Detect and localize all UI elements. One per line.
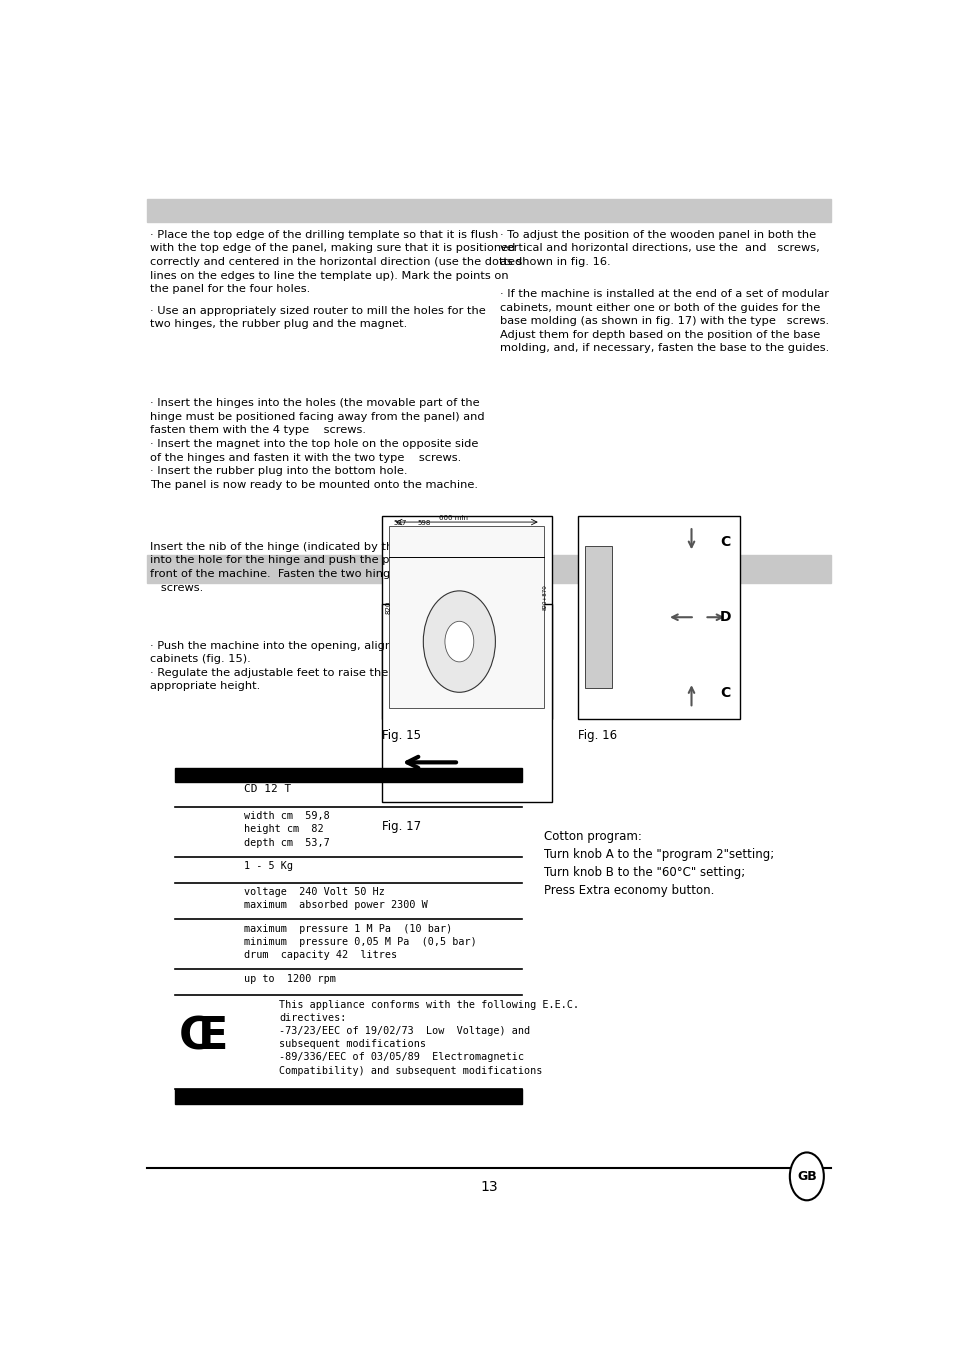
Circle shape xyxy=(423,590,495,692)
Text: This appliance conforms with the following E.E.C.
directives:
-73/23/EEC of 19/0: This appliance conforms with the followi… xyxy=(278,1000,578,1075)
Text: Fig. 16: Fig. 16 xyxy=(577,730,617,742)
Text: 13: 13 xyxy=(479,1179,497,1193)
Text: 820+870: 820+870 xyxy=(542,584,547,609)
Text: maximum  pressure 1 M Pa  (10 bar)
minimum  pressure 0,05 M Pa  (0,5 bar)
drum  : maximum pressure 1 M Pa (10 bar) minimum… xyxy=(244,924,476,961)
Text: CD 12 T: CD 12 T xyxy=(244,784,292,794)
Text: up to  1200 rpm: up to 1200 rpm xyxy=(244,974,335,984)
Text: · Place the top edge of the drilling template so that it is flush
with the top e: · Place the top edge of the drilling tem… xyxy=(151,230,522,295)
Text: 598: 598 xyxy=(417,520,431,526)
Text: D: D xyxy=(719,611,731,624)
Bar xyxy=(389,526,544,708)
Circle shape xyxy=(789,1152,823,1200)
Text: · Insert the hinges into the holes (the movable part of the
hinge must be positi: · Insert the hinges into the holes (the … xyxy=(151,399,484,490)
Text: C: C xyxy=(720,686,730,700)
Bar xyxy=(577,516,740,719)
Bar xyxy=(584,546,611,688)
Bar xyxy=(174,1089,521,1104)
Bar xyxy=(147,555,830,584)
Text: 820: 820 xyxy=(385,600,391,613)
Text: C: C xyxy=(178,1016,211,1058)
Text: · Use an appropriately sized router to mill the holes for the
two hinges, the ru: · Use an appropriately sized router to m… xyxy=(151,305,485,330)
Bar xyxy=(147,199,830,223)
Text: 1 - 5 Kg: 1 - 5 Kg xyxy=(244,861,293,871)
Text: 537: 537 xyxy=(394,520,407,526)
Text: Insert the nib of the hinge (indicated by the arrow in fig. 10)
into the hole fo: Insert the nib of the hinge (indicated b… xyxy=(151,542,495,593)
Text: · To adjust the position of the wooden panel in both the
vertical and horizontal: · To adjust the position of the wooden p… xyxy=(499,230,819,267)
Text: C: C xyxy=(720,535,730,549)
Circle shape xyxy=(444,621,474,662)
Text: 600 min: 600 min xyxy=(438,515,467,521)
Text: · If the machine is installed at the end of a set of modular
cabinets, mount eit: · If the machine is installed at the end… xyxy=(499,289,828,354)
Bar xyxy=(381,516,551,719)
Bar xyxy=(174,767,521,782)
Bar xyxy=(381,604,551,802)
Text: Fig. 15: Fig. 15 xyxy=(381,730,420,742)
Text: width cm  59,8
height cm  82
depth cm  53,7: width cm 59,8 height cm 82 depth cm 53,7 xyxy=(244,811,330,847)
Text: · Push the machine into the opening, aligning it with the
cabinets (fig. 15).
· : · Push the machine into the opening, ali… xyxy=(151,640,478,692)
Text: 90 mm: 90 mm xyxy=(441,662,474,684)
Text: GB: GB xyxy=(796,1170,816,1183)
Text: Fig. 17: Fig. 17 xyxy=(381,820,420,832)
Text: voltage  240 Volt 50 Hz
maximum  absorbed power 2300 W: voltage 240 Volt 50 Hz maximum absorbed … xyxy=(244,888,428,911)
Text: E: E xyxy=(198,1016,229,1058)
Text: Cotton program:
Turn knob A to the "program 2"setting;
Turn knob B to the "60°C": Cotton program: Turn knob A to the "prog… xyxy=(544,830,774,897)
